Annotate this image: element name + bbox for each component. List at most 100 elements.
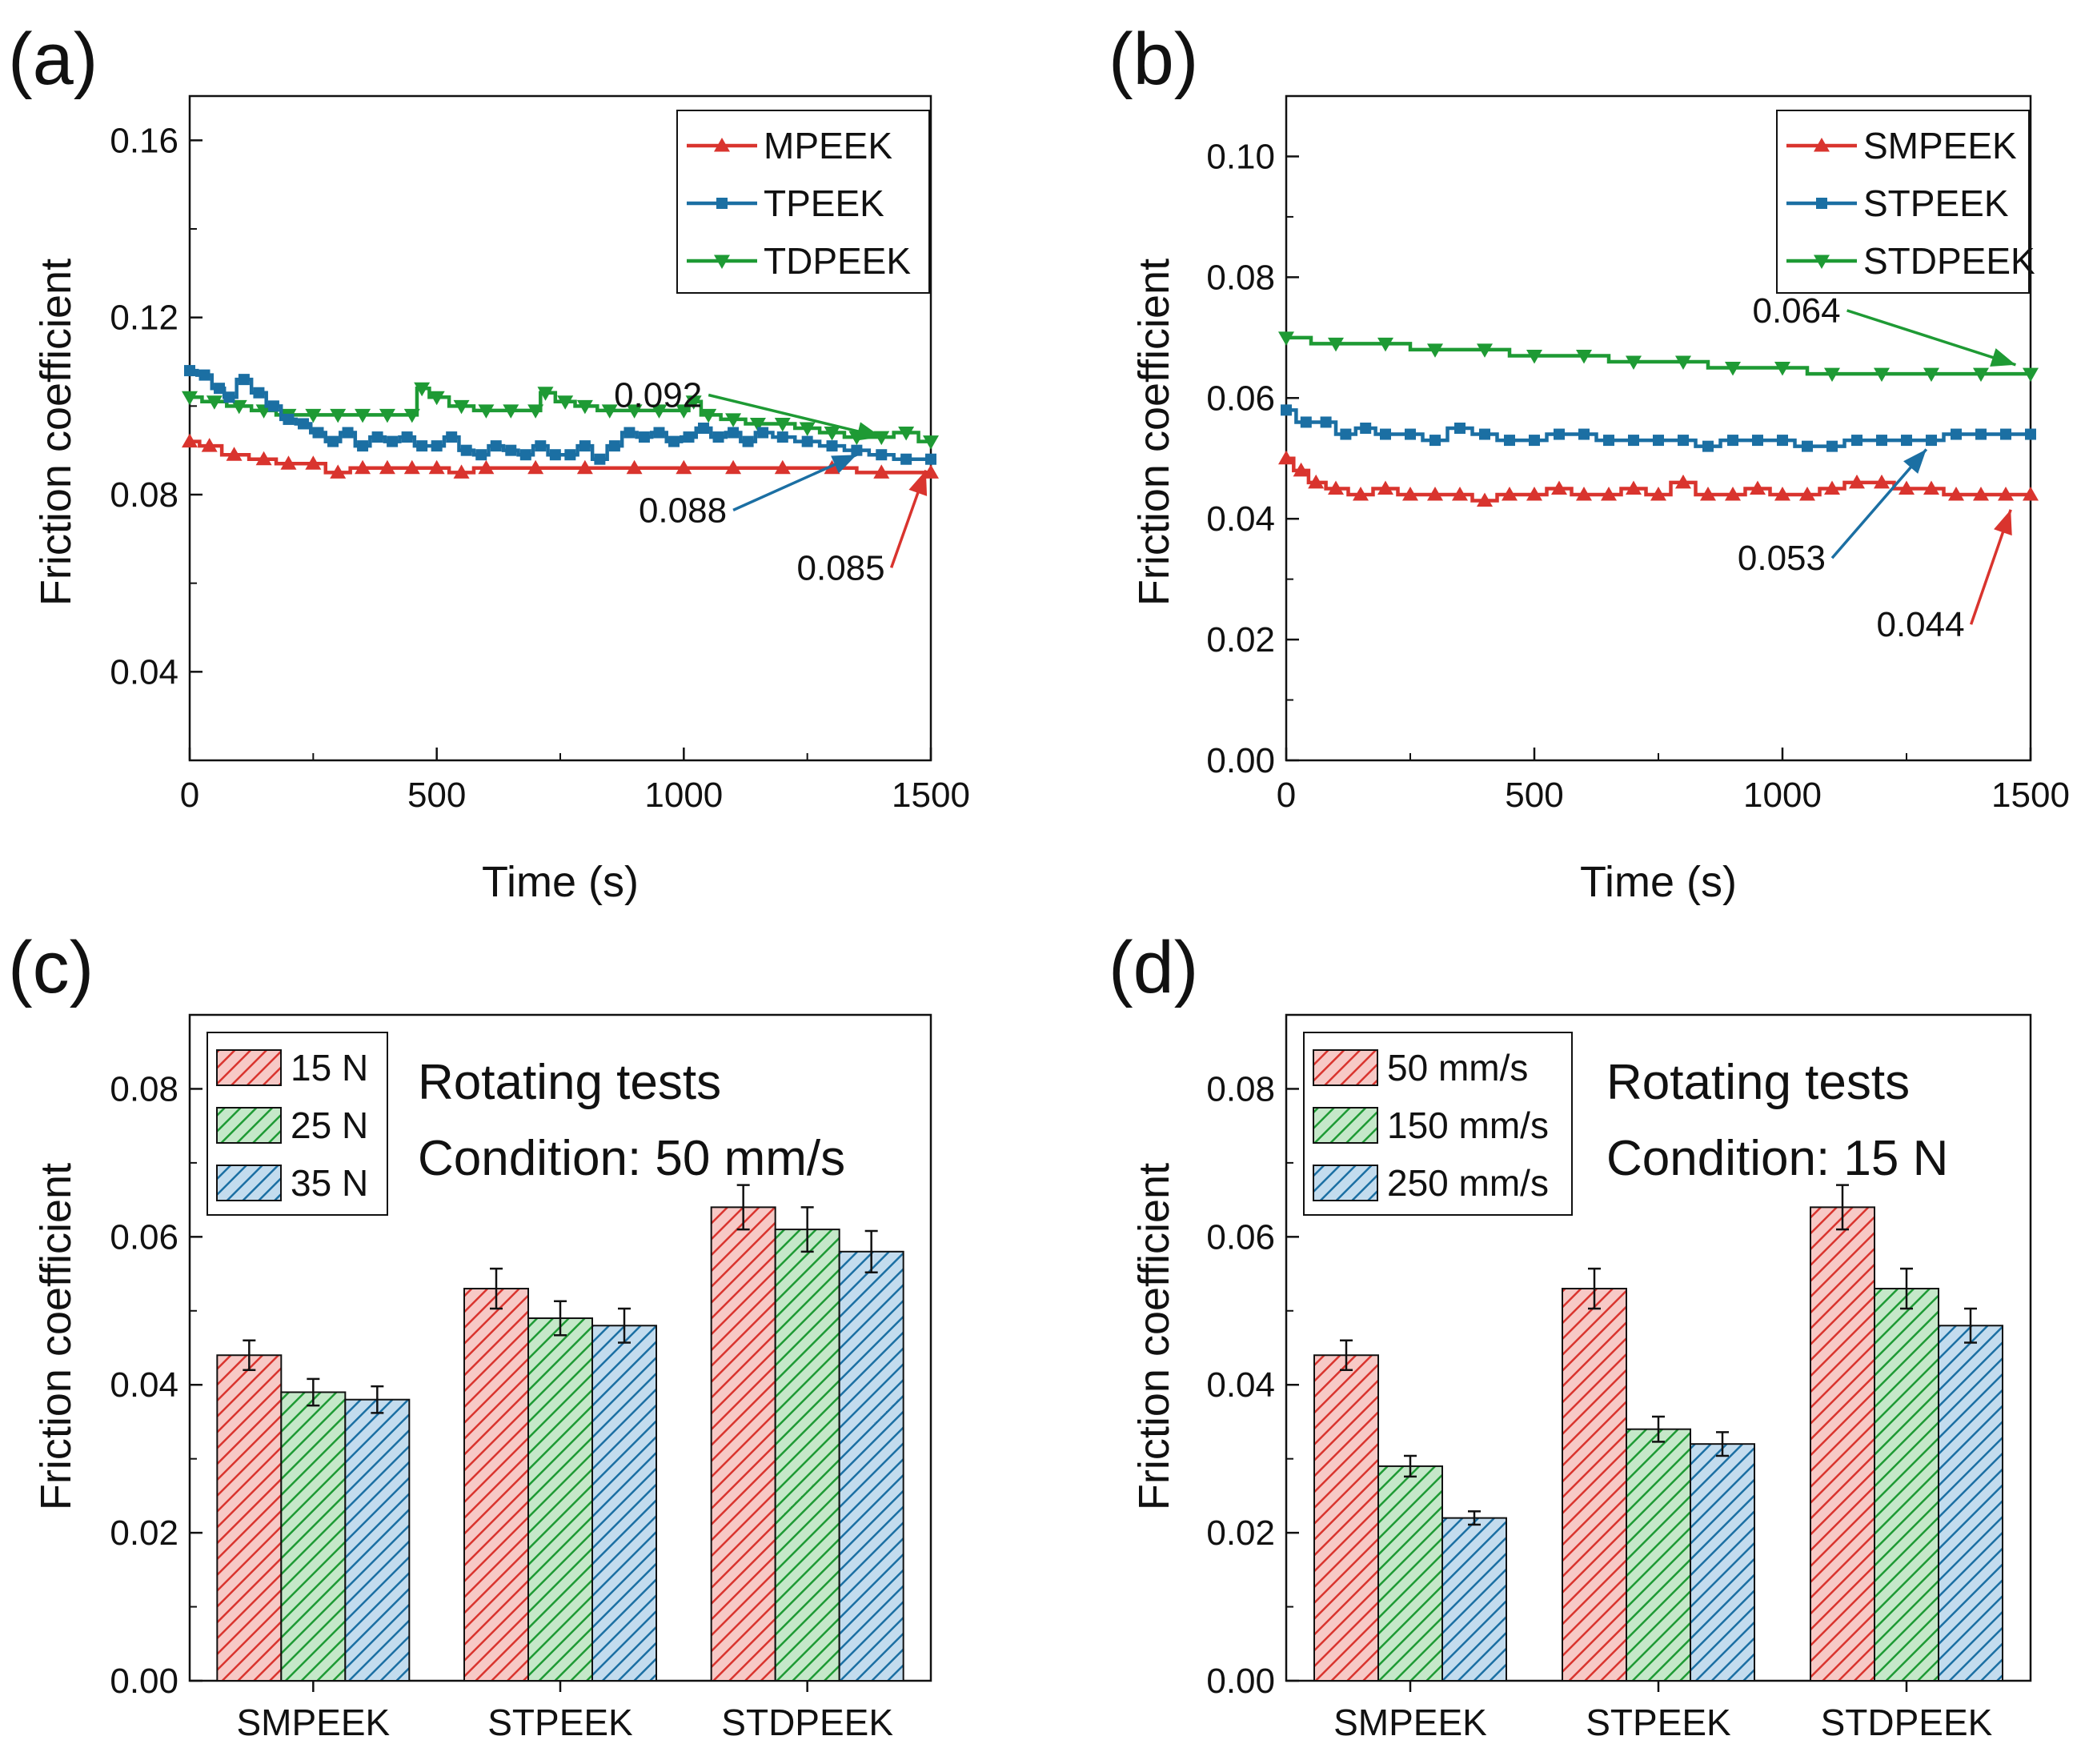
- panel-a-legend-marker-mpeek: [714, 138, 730, 152]
- panel-a-data-point-tdpeek: [923, 435, 939, 450]
- panel-a-data-point-mpeek: [576, 459, 593, 475]
- panel-d-legend-label: 250 mm/s: [1387, 1162, 1549, 1204]
- panel-a-data-point-tpeek: [490, 440, 502, 452]
- panel-a-data-point-tpeek: [925, 453, 936, 465]
- panel-b-label: (b): [1109, 18, 1198, 100]
- panel-d-legend-label: 50 mm/s: [1387, 1047, 1528, 1088]
- panel-b-data-point-smpeek: [1824, 480, 1840, 495]
- panel-b-x-axis-title: Time (s): [1580, 858, 1737, 906]
- panel-c-bar-stpeek-2: [591, 1325, 657, 1682]
- panel-c-bar-stdpeek-0: [710, 1206, 776, 1682]
- panel-d-bar-chart: (d) Friction coefficient 0.00 0.02 0.04 0.0…: [1109, 927, 2032, 1743]
- panel-a-data-point-tpeek: [579, 440, 591, 452]
- panel-b-data-point-stpeek: [1300, 416, 1312, 428]
- panel-b-x-tick-label: 1500: [1991, 776, 2070, 815]
- panel-a-data-point-tdpeek: [725, 413, 742, 427]
- panel-b-y-tick-label: 0.02: [1206, 620, 1275, 659]
- panel-c-legend-label: 15 N: [291, 1047, 368, 1088]
- panel-b-annotation-label: 0.053: [1738, 539, 1826, 578]
- panel-b-data-point-stpeek: [1360, 423, 1372, 434]
- panel-b-data-point-smpeek: [1750, 480, 1766, 495]
- panel-a-data-point-tpeek: [253, 387, 265, 399]
- panel-b-data-point-stpeek: [1727, 435, 1738, 447]
- panel-b-legend-marker-smpeek: [1814, 138, 1830, 152]
- panel-a-data-point-mpeek: [355, 459, 371, 475]
- panel-a-data-point-tpeek: [826, 440, 838, 452]
- panel-a-data-point-mpeek: [255, 451, 272, 466]
- panel-b-data-point-stpeek: [1752, 435, 1763, 447]
- panel-b-annotation-arrow-shaft: [1846, 309, 2016, 367]
- panel-a-data-point-tdpeek: [330, 408, 347, 423]
- panel-a-series-line-mpeek: [190, 439, 931, 475]
- panel-a-data-point-tdpeek: [305, 408, 322, 423]
- panel-a-y-tick-label: 0.16: [110, 121, 178, 160]
- panel-b-data-point-stpeek: [1340, 428, 1352, 440]
- panel-a-data-point-tdpeek: [527, 404, 544, 419]
- panel-a-data-point-mpeek: [330, 464, 347, 479]
- panel-b-data-point-stpeek: [1504, 435, 1515, 447]
- panel-b-data-point-smpeek: [1849, 474, 1865, 489]
- panel-a-data-point-tpeek: [623, 427, 636, 439]
- panel-c-label: (c): [8, 927, 94, 1008]
- panel-d-y-tick-label: 0.08: [1206, 1069, 1275, 1109]
- panel-a-data-point-tpeek: [742, 435, 754, 447]
- panel-a-annotation-label: 0.085: [797, 548, 885, 587]
- panel-a-data-point-tpeek: [608, 440, 620, 452]
- panel-a-data-point-tpeek: [223, 391, 235, 403]
- panel-b-data-point-stpeek: [1454, 423, 1466, 434]
- panel-b-data-point-stpeek: [1951, 428, 1962, 440]
- panel-b-data-point-smpeek: [1923, 480, 1939, 495]
- panel-a-legend-label: TDPEEK: [764, 240, 911, 282]
- panel-b-annotation-arrow-head: [1994, 509, 2012, 536]
- panel-a-data-point-tdpeek: [700, 408, 717, 423]
- panel-a-data-point-tdpeek: [255, 404, 272, 419]
- panel-b-data-point-stpeek: [1281, 404, 1292, 416]
- panel-d-category-label: STPEEK: [1586, 1702, 1731, 1743]
- panel-c-category-label: SMPEEK: [236, 1702, 390, 1743]
- panel-a-legend-label: TPEEK: [764, 182, 884, 224]
- panel-c-bar-stpeek-1: [527, 1317, 593, 1682]
- panel-a-data-point-tpeek: [342, 427, 354, 439]
- panel-a-data-point-tpeek: [387, 435, 399, 447]
- panel-b-data-point-stdpeek: [2023, 367, 2039, 383]
- panel-b-data-point-smpeek: [1700, 487, 1716, 501]
- panel-c-category-label: STPEEK: [487, 1702, 633, 1743]
- panel-a-data-point-tpeek: [638, 431, 650, 443]
- panel-a-data-point-tpeek: [446, 431, 458, 443]
- panel-b-data-point-smpeek: [1502, 487, 1518, 501]
- panel-a-annotation-arrow-head: [856, 422, 882, 441]
- panel-a-x-axis-title: Time (s): [482, 858, 639, 906]
- panel-d-bar-stdpeek-0: [1810, 1206, 1875, 1682]
- panel-a-data-point-tpeek: [900, 453, 912, 465]
- panel-a-data-point-mpeek: [403, 459, 420, 475]
- panel-a-legend-label: MPEEK: [764, 125, 892, 166]
- panel-b-data-point-stpeek: [1554, 428, 1565, 440]
- panel-a-data-point-tpeek: [475, 449, 487, 461]
- panel-d-bar-smpeek-1: [1377, 1465, 1443, 1682]
- panel-a-data-point-tpeek: [801, 435, 813, 447]
- panel-d-bar-stpeek-1: [1626, 1428, 1691, 1682]
- panel-a-annotation-arrow-head: [908, 470, 928, 496]
- panel-b-legend-marker-stdpeek: [1814, 255, 1830, 269]
- panel-b-data-point-stpeek: [1380, 428, 1391, 440]
- panel-a-label: (a): [8, 18, 98, 100]
- panel-b-data-point-stpeek: [1429, 435, 1441, 447]
- panel-b-data-point-stdpeek: [1725, 362, 1741, 376]
- panel-b-data-point-smpeek: [1477, 492, 1493, 507]
- panel-a-annotation-label: 0.088: [639, 491, 727, 530]
- panel-b-legend-marker-stpeek: [1816, 198, 1827, 209]
- panel-a-data-point-tdpeek: [453, 399, 470, 415]
- panel-a-data-point-tdpeek: [824, 427, 840, 441]
- panel-b-legend-label: SMPEEK: [1863, 125, 2017, 166]
- panel-b-data-point-stpeek: [1777, 435, 1788, 447]
- panel-a-annotation-arrow-head: [831, 455, 857, 474]
- panel-a-data-point-tpeek: [594, 453, 606, 465]
- panel-b-y-tick-label: 0.04: [1206, 499, 1275, 539]
- panel-b-data-point-stpeek: [2025, 428, 2036, 440]
- panel-a-data-point-tpeek: [549, 449, 561, 461]
- panel-a-data-point-mpeek: [182, 433, 198, 448]
- panel-b-data-point-smpeek: [1402, 487, 1418, 501]
- panel-c-legend-swatch: [216, 1049, 282, 1086]
- panel-c-bar-smpeek-1: [280, 1391, 347, 1682]
- panel-b-data-point-stpeek: [1578, 428, 1590, 440]
